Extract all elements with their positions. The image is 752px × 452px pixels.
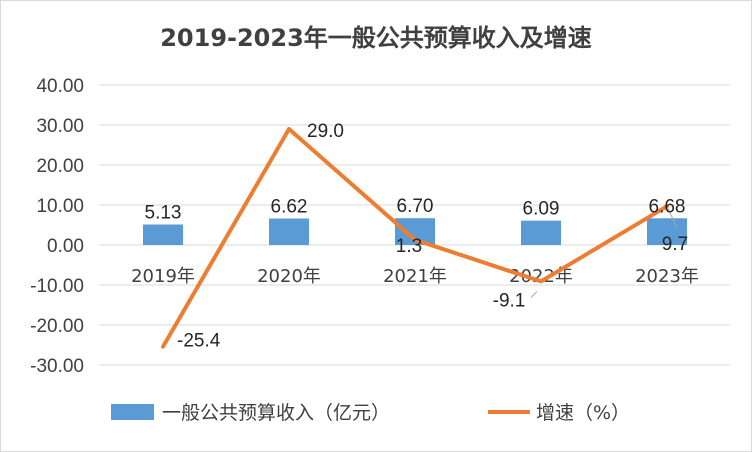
y-tick-label: 10.00 [36, 196, 84, 217]
leader-line [667, 207, 678, 229]
line-data-label: -25.4 [177, 331, 221, 352]
leader-line [530, 291, 538, 298]
y-tick-label: -20.00 [30, 316, 84, 337]
legend-swatch-bar [111, 404, 154, 420]
x-category-label: 2021年 [383, 266, 447, 287]
y-tick-label: 0.00 [47, 236, 84, 257]
growth-rate-line [161, 127, 669, 349]
line-data-label: -9.1 [493, 290, 526, 311]
y-tick-label: -30.00 [30, 356, 84, 377]
x-category-label: 2023年 [635, 266, 699, 287]
y-tick-label: 20.00 [36, 156, 84, 177]
y-tick-label: -10.00 [30, 276, 84, 297]
bar [521, 220, 561, 245]
line-data-label: 9.7 [662, 234, 688, 255]
x-category-label: 2019年 [131, 266, 195, 287]
bar-data-label: 6.70 [397, 196, 434, 217]
line-data-label: 1.3 [396, 236, 422, 257]
bar [647, 218, 687, 245]
bar [269, 218, 309, 245]
legend-label-line: 增速（%） [536, 402, 630, 424]
bar-data-label: 6.62 [271, 197, 308, 218]
bar [143, 224, 183, 245]
y-tick-label: 30.00 [36, 116, 84, 137]
x-category-label: 2020年 [257, 266, 321, 287]
bar-data-label: 5.13 [145, 202, 182, 223]
bar-data-label: 6.09 [523, 199, 560, 220]
line-data-label: 29.0 [307, 121, 344, 142]
legend-label-bar: 一般公共预算收入（亿元） [162, 402, 390, 424]
chart-title: 2019-2023年一般公共预算收入及增速 [160, 24, 592, 52]
y-tick-label: 40.00 [36, 76, 84, 97]
bar-data-label: 6.68 [649, 196, 686, 217]
